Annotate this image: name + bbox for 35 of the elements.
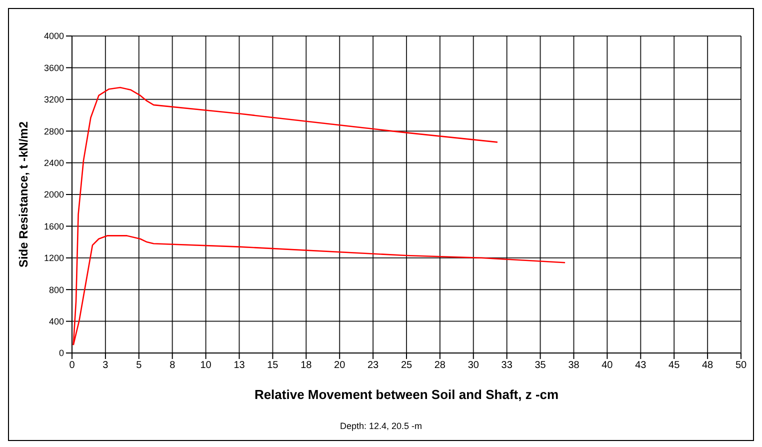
x-tick-label: 33 xyxy=(501,360,513,372)
y-tick-label: 400 xyxy=(48,316,64,326)
x-tick-label: 3 xyxy=(102,360,109,372)
x-tick-label: 35 xyxy=(534,360,546,372)
x-tick-label: 43 xyxy=(635,360,647,372)
x-tick-label: 38 xyxy=(568,360,580,372)
x-tick-label: 25 xyxy=(400,360,412,372)
y-tick-label: 2400 xyxy=(44,158,64,168)
text: Depth: 12.4, 20.5 -m xyxy=(338,421,424,431)
x-tick-label: 15 xyxy=(267,360,279,372)
y-tick-label: 4000 xyxy=(44,31,64,42)
x-axis-title: Relative Movement between Soil and Shaft, z -cm xyxy=(254,387,559,402)
x-tick-label: 50 xyxy=(735,360,747,372)
y-tick-label: 3200 xyxy=(44,94,64,105)
x-tick-label: 45 xyxy=(668,360,680,372)
y-tick-label: 1200 xyxy=(44,253,64,264)
x-tick-label: 10 xyxy=(200,360,212,372)
x-tick-label: 30 xyxy=(468,360,480,372)
y-tick-label: 2000 xyxy=(44,190,64,200)
y-tick-label: 1600 xyxy=(44,221,64,232)
y-axis-title: Side Resistance, t -kN/m2 xyxy=(16,121,30,268)
y-tick-label: 3600 xyxy=(44,62,64,73)
x-tick-label: 8 xyxy=(170,360,176,372)
y-tick-label: 2800 xyxy=(44,126,64,136)
y-tick-label: 800 xyxy=(48,284,64,295)
x-tick-label: 20 xyxy=(334,360,346,372)
x-tick-label: 40 xyxy=(602,360,614,372)
x-tick-label: 18 xyxy=(300,360,312,372)
x-tick-label: 48 xyxy=(702,360,714,372)
x-tick-label: 28 xyxy=(434,360,446,372)
y-tick-label: 0 xyxy=(58,348,64,358)
x-tick-label: 13 xyxy=(234,360,246,372)
x-tick-label: 23 xyxy=(367,360,380,372)
x-tick-label: 0 xyxy=(69,360,76,372)
x-tick-label: 5 xyxy=(136,360,142,372)
